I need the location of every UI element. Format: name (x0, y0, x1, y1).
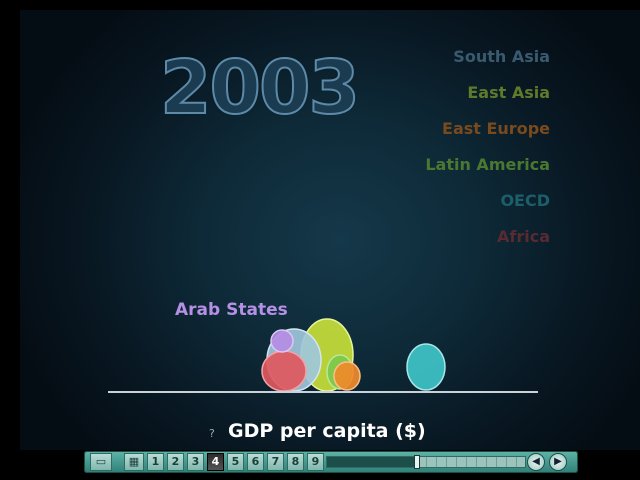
rewind-icon[interactable]: ◀ (527, 453, 545, 471)
arab-states-bubble[interactable] (270, 329, 294, 353)
timeline-progress (327, 457, 417, 467)
legend-item-latin-america[interactable]: Latin America (425, 155, 550, 174)
page-icon[interactable]: ▭ (90, 453, 112, 471)
x-axis-line (108, 391, 538, 393)
legend-item-east-asia[interactable]: East Asia (467, 83, 550, 102)
year-label: 2003 (159, 45, 361, 131)
grid-icon[interactable]: ▦ (124, 453, 144, 471)
page-button-2[interactable]: 2 (167, 453, 184, 471)
timeline-slider[interactable] (326, 455, 526, 469)
page-button-4[interactable]: 4 (207, 453, 224, 471)
oecd-bubble[interactable] (406, 343, 446, 391)
help-icon[interactable]: ? (209, 427, 215, 440)
legend-item-east-europe[interactable]: East Europe (442, 119, 550, 138)
page-button-6[interactable]: 6 (247, 453, 264, 471)
page-button-9[interactable]: 9 (307, 453, 324, 471)
legend-item-south-asia[interactable]: South Asia (453, 47, 550, 66)
page-button-8[interactable]: 8 (287, 453, 304, 471)
legend-item-oecd[interactable]: OECD (500, 191, 550, 210)
legend-item-africa[interactable]: Africa (497, 227, 550, 246)
page-button-7[interactable]: 7 (267, 453, 284, 471)
east-europe-bubble[interactable] (333, 361, 361, 391)
page-button-5[interactable]: 5 (227, 453, 244, 471)
bubble-hover-label: Arab States (175, 300, 288, 320)
play-icon[interactable]: ▶ (549, 453, 567, 471)
africa-bubble[interactable] (261, 350, 307, 392)
x-axis-label[interactable]: GDP per capita ($) (228, 420, 426, 442)
page-button-3[interactable]: 3 (187, 453, 204, 471)
timeline-handle[interactable] (414, 455, 420, 469)
page-button-1[interactable]: 1 (147, 453, 164, 471)
